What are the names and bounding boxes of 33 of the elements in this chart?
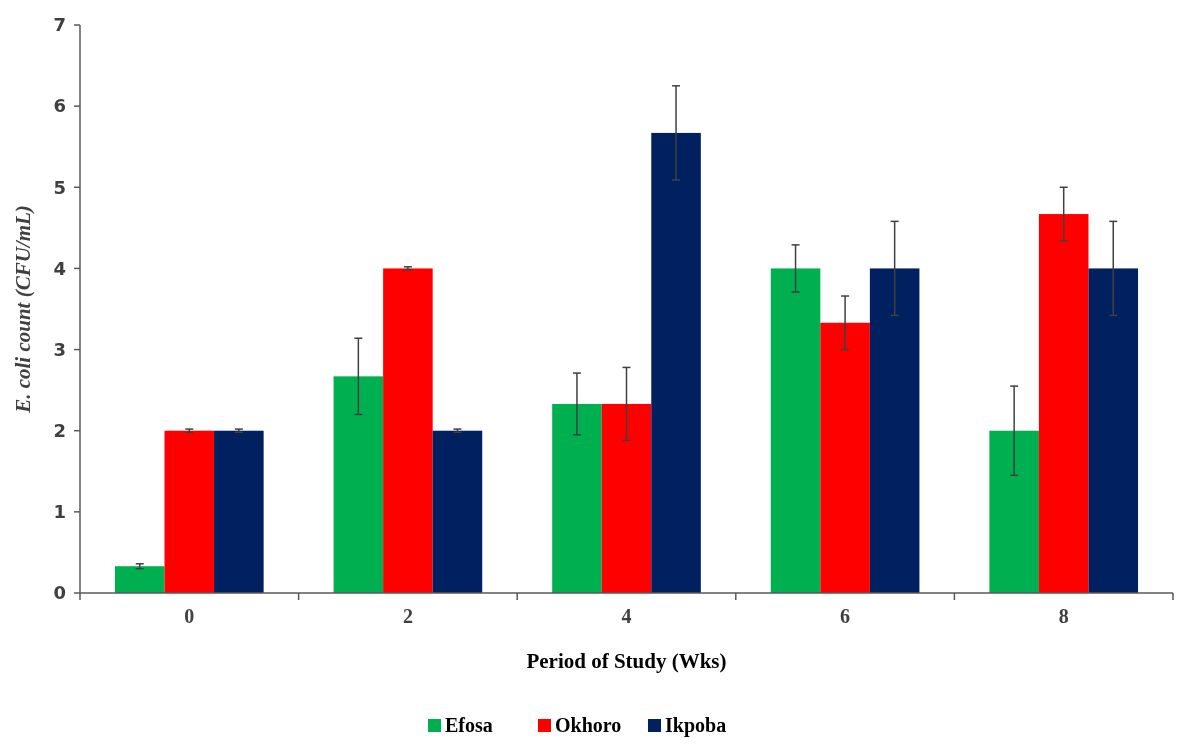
x-tick-label: 8 (1058, 605, 1069, 627)
bar (164, 430, 215, 593)
bar (1038, 214, 1089, 593)
bar (333, 376, 384, 593)
legend-label: Ikpoba (665, 714, 727, 737)
y-tick-label: 4 (53, 257, 66, 279)
bar (770, 268, 821, 593)
bar (989, 430, 1039, 593)
x-tick-label: 6 (840, 605, 851, 627)
legend-label: Efosa (445, 714, 493, 736)
bar (1088, 268, 1139, 593)
y-tick-label: 2 (53, 420, 66, 442)
bar (383, 268, 433, 593)
bar (114, 566, 165, 593)
y-tick-label: 7 (53, 14, 66, 36)
x-tick-label: 2 (402, 605, 413, 627)
y-tick-label: 0 (53, 582, 66, 604)
bar (214, 430, 264, 593)
y-tick-label: 3 (53, 338, 66, 360)
y-tick-label: 5 (53, 176, 66, 198)
bar (651, 132, 701, 593)
x-tick-label: 0 (184, 605, 195, 627)
bar (820, 322, 870, 593)
x-axis-title: Period of Study (Wks) (526, 649, 727, 673)
y-tick-label: 1 (53, 501, 66, 523)
bar (432, 430, 483, 593)
x-tick-label: 4 (621, 605, 632, 627)
legend-label: Okhoro (555, 714, 622, 736)
bar (601, 403, 652, 593)
bar (869, 268, 920, 593)
y-axis-title: E. coli count (CFU/mL) (11, 205, 35, 414)
y-tick-label: 6 (53, 95, 66, 117)
bar (552, 403, 602, 593)
